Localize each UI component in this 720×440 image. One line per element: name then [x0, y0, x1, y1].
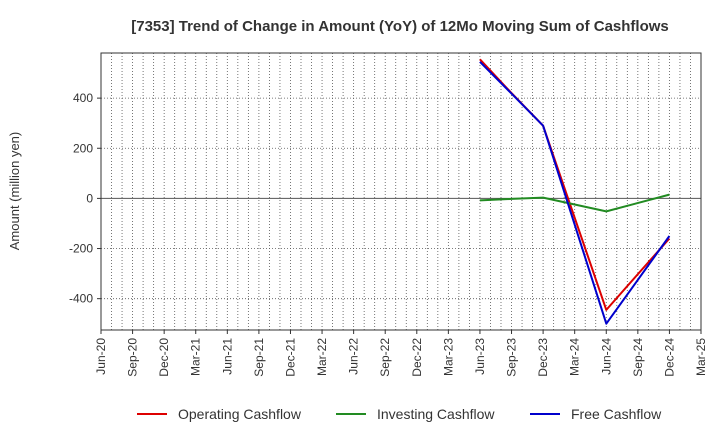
y-tick-label: 0: [86, 191, 93, 205]
x-tick-label: Sep-23: [505, 338, 519, 377]
x-tick-label: Jun-20: [94, 338, 108, 375]
legend: Operating Cashflow Investing Cashflow Free…: [137, 406, 662, 422]
x-tick-label: Mar-25: [694, 338, 708, 376]
x-tick-label: Jun-23: [473, 338, 487, 375]
x-tick-label: Dec-22: [410, 338, 424, 377]
x-tick-label: Sep-22: [378, 338, 392, 377]
x-tick-label: Dec-20: [157, 338, 171, 377]
series-line-investing-cashflow: [479, 193, 670, 213]
x-axis-ticks: Jun-20 Sep-20 Dec-20 Mar-21 Jun-21 Sep-21 Dec-…: [94, 330, 708, 377]
x-tick-label: Sep-20: [126, 338, 140, 377]
x-tick-label: Mar-24: [568, 338, 582, 376]
legend-label-investing-cashflow: Investing Cashflow: [377, 406, 495, 422]
x-tick-label: Dec-24: [662, 338, 676, 377]
y-tick-label: 200: [73, 141, 93, 155]
x-tick-label: Jun-24: [599, 338, 613, 375]
series-line-free-cashflow: [479, 61, 671, 325]
y-tick-label: 400: [73, 91, 93, 105]
x-tick-label: Jun-22: [347, 338, 361, 375]
y-axis-ticks: -400 -200 0 200 400: [69, 91, 101, 306]
x-tick-label: Sep-24: [631, 338, 645, 377]
x-tick-label: Mar-22: [315, 338, 329, 376]
x-tick-label: Sep-21: [252, 338, 266, 377]
x-tick-label: Mar-21: [189, 338, 203, 376]
x-tick-label: Dec-23: [536, 338, 550, 377]
legend-label-operating-cashflow: Operating Cashflow: [178, 406, 302, 422]
y-tick-label: -400: [69, 292, 93, 306]
x-tick-label: Dec-21: [283, 338, 297, 377]
x-tick-label: Jun-21: [220, 338, 234, 375]
series-lines: [479, 58, 671, 325]
x-tick-label: Mar-23: [441, 338, 455, 376]
legend-label-free-cashflow: Free Cashflow: [571, 406, 662, 422]
y-tick-label: -200: [69, 242, 93, 256]
grid-lines: [101, 53, 701, 330]
plot-area-frame: [100, 52, 702, 331]
y-axis-label: Amount (million yen): [7, 132, 22, 251]
chart-title: [7353] Trend of Change in Amount (YoY) o…: [131, 18, 669, 35]
